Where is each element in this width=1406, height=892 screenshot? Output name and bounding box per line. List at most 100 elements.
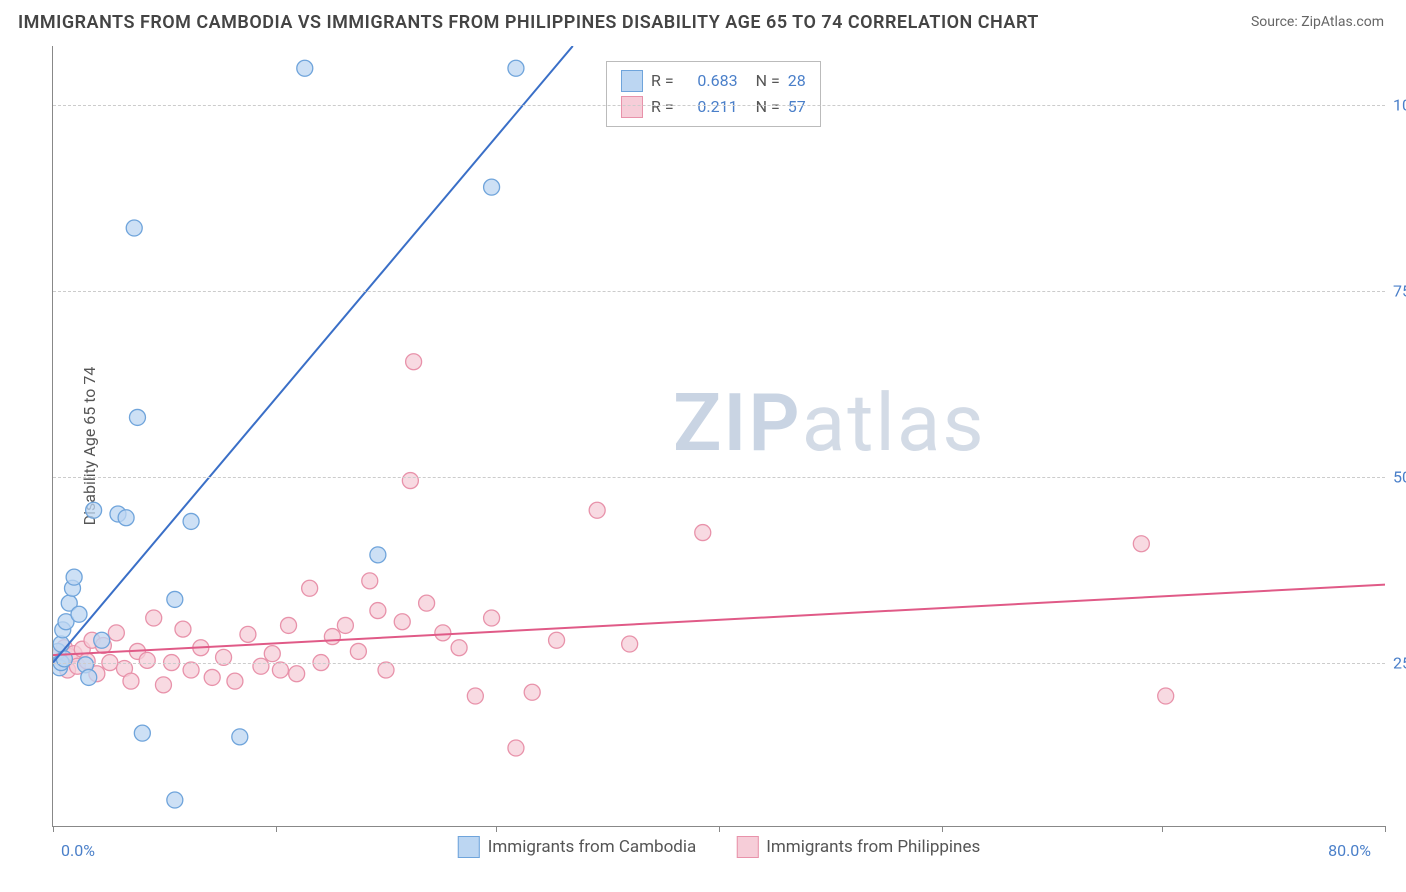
data-point [155, 677, 171, 693]
plot-area: ZIPatlas R =0.683N =28R =0.211N =57 Immi… [52, 46, 1385, 827]
data-point [126, 220, 142, 236]
x-tick [1162, 826, 1163, 832]
data-point [118, 510, 134, 526]
legend-label: Immigrants from Cambodia [488, 834, 697, 860]
data-point [60, 662, 76, 678]
legend-item: Immigrants from Cambodia [458, 834, 697, 860]
data-point [232, 729, 248, 745]
r-value: 0.683 [682, 68, 738, 94]
gridline [53, 291, 1385, 292]
data-point [297, 60, 313, 76]
data-point [66, 646, 82, 662]
data-point [167, 792, 183, 808]
series-legend: Immigrants from Cambodia Immigrants from … [458, 834, 980, 860]
data-point [289, 666, 305, 682]
data-point [370, 547, 386, 563]
data-point [302, 580, 318, 596]
data-point [134, 725, 150, 741]
data-point [524, 684, 540, 700]
data-point [402, 473, 418, 489]
chart-svg [53, 46, 1385, 826]
data-point [64, 580, 80, 596]
data-point [53, 647, 67, 663]
data-point [123, 673, 139, 689]
data-point [264, 646, 280, 662]
data-point [272, 662, 288, 678]
legend-item: Immigrants from Philippines [736, 834, 980, 860]
y-tick-label: 75.0% [1375, 282, 1406, 301]
data-point [549, 632, 565, 648]
x-tick [496, 826, 497, 832]
data-point [183, 662, 199, 678]
data-point [167, 591, 183, 607]
x-axis-min-label: 0.0% [61, 841, 95, 860]
data-point [139, 652, 155, 668]
data-point [240, 626, 256, 642]
data-point [204, 669, 220, 685]
r-value: 0.211 [682, 94, 738, 120]
data-point [419, 595, 435, 611]
data-point [74, 641, 90, 657]
data-point [110, 506, 126, 522]
r-label: R = [651, 68, 674, 94]
data-point [55, 651, 71, 667]
n-label: N = [756, 94, 780, 120]
x-axis-max-label: 80.0% [1328, 841, 1371, 860]
data-point [66, 569, 82, 585]
gridline [53, 477, 1385, 478]
data-point [89, 666, 105, 682]
data-point [56, 640, 72, 656]
data-point [589, 502, 605, 518]
data-point [129, 643, 145, 659]
data-point [61, 595, 77, 611]
x-tick [276, 826, 277, 832]
data-point [129, 409, 145, 425]
data-point [337, 617, 353, 633]
n-value: 28 [788, 68, 806, 94]
stats-legend-row: R =0.211N =57 [621, 94, 806, 120]
data-point [508, 740, 524, 756]
data-point [79, 653, 95, 669]
legend-label: Immigrants from Philippines [766, 834, 980, 860]
data-point [695, 525, 711, 541]
y-tick-label: 50.0% [1375, 467, 1406, 486]
watermark: ZIPatlas [673, 376, 986, 470]
stats-legend: R =0.683N =28R =0.211N =57 [606, 61, 821, 127]
data-point [69, 658, 85, 674]
data-point [81, 669, 97, 685]
data-point [53, 643, 66, 659]
trend-line [53, 46, 573, 663]
data-point [95, 637, 111, 653]
source-credit: Source: ZipAtlas.com [1251, 14, 1384, 30]
data-point [53, 636, 69, 652]
x-tick [53, 826, 54, 832]
data-point [86, 502, 102, 518]
data-point [1158, 688, 1174, 704]
data-point [451, 640, 467, 656]
data-point [108, 625, 124, 641]
data-point [350, 643, 366, 659]
data-point [227, 673, 243, 689]
legend-swatch [736, 836, 758, 858]
trend-line [53, 585, 1385, 656]
legend-swatch [458, 836, 480, 858]
data-point [1133, 536, 1149, 552]
data-point [56, 651, 72, 667]
chart-title: IMMIGRANTS FROM CAMBODIA VS IMMIGRANTS F… [18, 12, 1039, 33]
n-label: N = [756, 68, 780, 94]
data-point [435, 625, 451, 641]
data-point [324, 629, 340, 645]
data-point [484, 179, 500, 195]
x-tick [719, 826, 720, 832]
legend-swatch [621, 70, 643, 92]
y-tick-label: 25.0% [1375, 653, 1406, 672]
stats-legend-row: R = 0.683 N = 28 [621, 68, 806, 94]
data-point [146, 610, 162, 626]
gridline [53, 663, 1385, 664]
gridline [53, 105, 1385, 106]
x-tick [942, 826, 943, 832]
data-point [370, 603, 386, 619]
data-point [406, 354, 422, 370]
y-tick-label: 100.0% [1375, 96, 1406, 115]
x-tick [1385, 826, 1386, 832]
